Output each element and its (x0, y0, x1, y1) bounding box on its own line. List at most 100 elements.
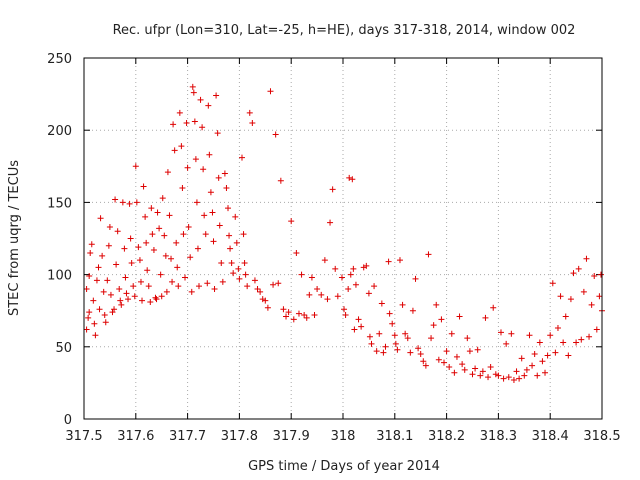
data-point (111, 306, 118, 313)
data-point (415, 345, 422, 352)
data-point (188, 288, 195, 295)
data-point (580, 288, 587, 295)
data-point (227, 245, 234, 252)
x-axis-label: GPS time / Days of year 2014 (248, 459, 440, 474)
y-tick-label: 50 (55, 341, 72, 356)
data-point (402, 330, 409, 337)
data-point (295, 310, 302, 317)
y-tick-label: 0 (64, 413, 72, 428)
data-point (200, 166, 207, 173)
data-point (425, 251, 432, 258)
data-point (206, 151, 213, 158)
data-point (88, 241, 95, 248)
data-point (490, 304, 497, 311)
data-point (412, 275, 419, 282)
chart-title: Rec. ufpr (Lon=310, Lat=-25, h=HE), days… (113, 23, 576, 38)
data-point (487, 364, 494, 371)
data-point (321, 257, 328, 264)
data-point (85, 314, 92, 321)
data-point (469, 371, 476, 378)
data-point (97, 215, 104, 222)
data-point (90, 297, 97, 304)
data-point (446, 364, 453, 371)
data-point (382, 343, 389, 350)
data-point (404, 335, 411, 342)
x-tick-label: 317.9 (273, 429, 310, 444)
data-point (184, 164, 191, 171)
data-point (205, 102, 212, 109)
chart-axes (83, 57, 603, 420)
data-point (365, 290, 372, 297)
data-point (183, 119, 190, 126)
data-point (158, 293, 165, 300)
data-point (254, 286, 261, 293)
data-point (417, 351, 424, 358)
data-point (249, 119, 256, 126)
data-point (95, 264, 102, 271)
data-point (482, 314, 489, 321)
data-point (456, 313, 463, 320)
x-tick-label: 317.6 (117, 429, 154, 444)
data-point (409, 307, 416, 314)
data-point (133, 199, 140, 206)
data-point (83, 326, 90, 333)
data-point (324, 296, 331, 303)
data-point (448, 330, 455, 337)
x-tick-label: 317.5 (65, 429, 102, 444)
data-point (497, 329, 504, 336)
data-point (534, 372, 541, 379)
data-point (355, 316, 362, 323)
data-point (588, 301, 595, 308)
data-point (102, 319, 109, 326)
data-point (201, 212, 208, 219)
data-point (100, 288, 107, 295)
data-point (257, 288, 264, 295)
data-point (547, 332, 554, 339)
data-point (329, 186, 336, 193)
data-point (394, 346, 401, 353)
data-point (264, 304, 271, 311)
x-tick-label: 317.7 (169, 429, 206, 444)
plot-frame (83, 57, 603, 420)
data-point (83, 286, 90, 293)
data-point (228, 260, 235, 267)
data-point (557, 293, 564, 300)
data-point (164, 169, 171, 176)
data-point (246, 109, 253, 116)
data-point (345, 286, 352, 293)
data-point (156, 225, 163, 232)
data-point (112, 196, 119, 203)
data-point (596, 293, 603, 300)
data-point (562, 313, 569, 320)
data-point (159, 195, 166, 202)
data-point (536, 339, 543, 346)
data-point (428, 335, 435, 342)
data-point (251, 277, 258, 284)
data-point (87, 249, 94, 256)
data-point (107, 291, 114, 298)
data-point (492, 371, 499, 378)
data-point (104, 277, 111, 284)
data-point (148, 205, 155, 212)
data-point (332, 265, 339, 272)
data-point (349, 176, 356, 183)
data-point (466, 348, 473, 355)
data-point (290, 316, 297, 323)
data-point (153, 296, 160, 303)
data-point (552, 349, 559, 356)
data-point (293, 249, 300, 256)
data-point (223, 184, 230, 191)
data-point (570, 270, 577, 277)
data-point (154, 209, 161, 216)
x-tick-label: 318.5 (583, 429, 620, 444)
data-point (128, 260, 135, 267)
data-point (288, 218, 295, 225)
data-point (214, 130, 221, 137)
data-point (352, 281, 359, 288)
data-point (521, 372, 528, 379)
data-point (392, 340, 399, 347)
data-point (586, 333, 593, 340)
data-point (242, 271, 249, 278)
data-point (232, 213, 239, 220)
